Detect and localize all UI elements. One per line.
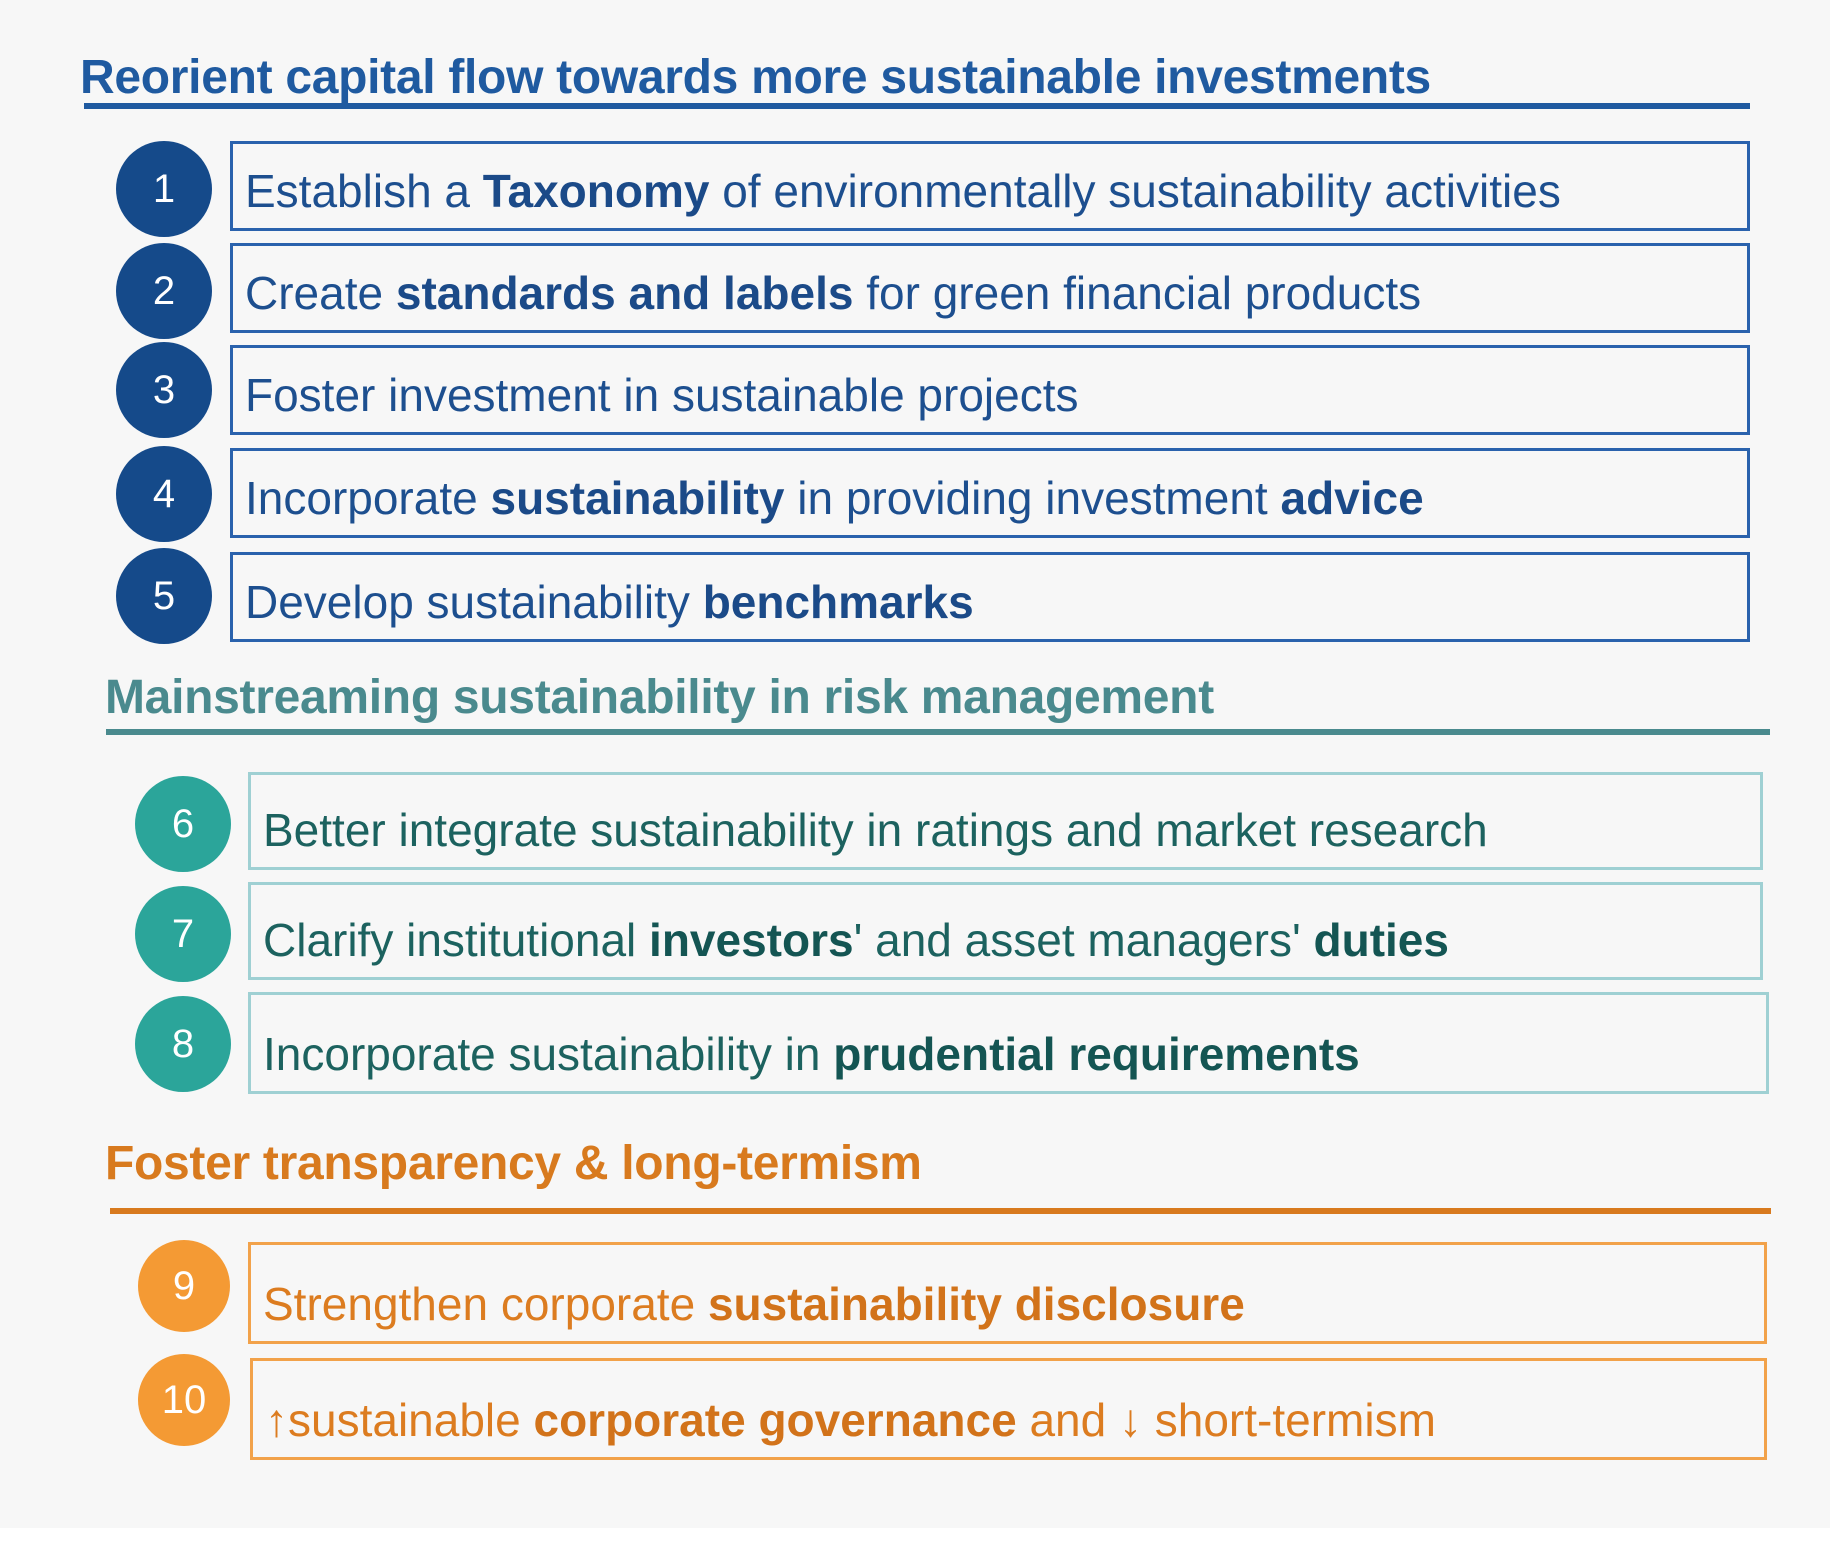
- action-item-box: Foster investment in sustainable project…: [230, 345, 1750, 435]
- action-item-text: ↑sustainable corporate governance and ↓ …: [265, 1393, 1436, 1447]
- emphasis-text: prudential requirements: [833, 1028, 1360, 1080]
- section-heading: Mainstreaming sustainability in risk man…: [105, 671, 1214, 724]
- item-number-badge: 7: [135, 886, 231, 982]
- action-item-box: Create standards and labels for green fi…: [230, 243, 1750, 333]
- section-heading: Foster transparency & long-termism: [105, 1137, 922, 1190]
- item-number-badge: 2: [116, 243, 212, 339]
- action-item-text: Develop sustainability benchmarks: [245, 575, 974, 629]
- plain-text: Better integrate sustainability in ratin…: [263, 804, 1488, 856]
- plain-text: Establish a: [245, 165, 483, 217]
- plain-text: Incorporate: [245, 472, 491, 524]
- plain-text: Develop sustainability: [245, 576, 703, 628]
- plain-text: ' and asset managers': [853, 914, 1314, 966]
- action-item-box: Strengthen corporate sustainability disc…: [248, 1242, 1767, 1344]
- plain-text: ↑sustainable: [265, 1394, 534, 1446]
- action-item-box: Clarify institutional investors' and ass…: [248, 882, 1763, 980]
- plain-text: Incorporate sustainability in: [263, 1028, 834, 1080]
- section-underline: [84, 103, 1750, 109]
- plain-text: Foster investment in sustainable project…: [245, 369, 1079, 421]
- action-item-text: Establish a Taxonomy of environmentally …: [245, 164, 1561, 218]
- plain-text: in providing investment: [784, 472, 1281, 524]
- action-item-box: ↑sustainable corporate governance and ↓ …: [250, 1358, 1767, 1460]
- action-item-text: Clarify institutional investors' and ass…: [263, 913, 1449, 967]
- action-item-box: Establish a Taxonomy of environmentally …: [230, 141, 1750, 231]
- plain-text: Strengthen corporate: [263, 1278, 708, 1330]
- emphasis-text: investors: [649, 914, 854, 966]
- plain-text: Clarify institutional: [263, 914, 650, 966]
- emphasis-text: sustainability disclosure: [707, 1278, 1245, 1330]
- emphasis-text: standards and labels: [395, 267, 854, 319]
- emphasis-text: sustainability: [490, 472, 785, 524]
- plain-text: and ↓ short-termism: [1016, 1394, 1436, 1446]
- action-item-text: Strengthen corporate sustainability disc…: [263, 1277, 1245, 1331]
- action-item-box: Incorporate sustainability in providing …: [230, 448, 1750, 538]
- emphasis-text: corporate governance: [533, 1394, 1017, 1446]
- action-item-box: Develop sustainability benchmarks: [230, 552, 1750, 642]
- plain-text: for green financial products: [853, 267, 1422, 319]
- item-number-badge: 8: [135, 996, 231, 1092]
- action-item-box: Incorporate sustainability in prudential…: [248, 992, 1769, 1094]
- emphasis-text: Taxonomy: [482, 165, 710, 217]
- action-item-text: Better integrate sustainability in ratin…: [263, 803, 1488, 857]
- section-underline: [106, 729, 1770, 735]
- item-number-badge: 6: [135, 776, 231, 872]
- section-underline: [110, 1208, 1771, 1214]
- action-item-text: Incorporate sustainability in prudential…: [263, 1027, 1360, 1081]
- action-item-text: Foster investment in sustainable project…: [245, 368, 1079, 422]
- plain-text: of environmentally sustainability activi…: [709, 165, 1561, 217]
- item-number-badge: 1: [116, 141, 212, 237]
- emphasis-text: duties: [1313, 914, 1449, 966]
- action-item-text: Create standards and labels for green fi…: [245, 266, 1421, 320]
- action-item-box: Better integrate sustainability in ratin…: [248, 772, 1763, 870]
- item-number-badge: 3: [116, 342, 212, 438]
- emphasis-text: advice: [1280, 472, 1424, 524]
- item-number-badge: 5: [116, 548, 212, 644]
- item-number-badge: 9: [138, 1240, 230, 1332]
- action-item-text: Incorporate sustainability in providing …: [245, 471, 1424, 525]
- plain-text: Create: [245, 267, 396, 319]
- section-heading: Reorient capital flow towards more susta…: [80, 51, 1431, 104]
- item-number-badge: 10: [138, 1354, 230, 1446]
- emphasis-text: benchmarks: [702, 576, 974, 628]
- item-number-badge: 4: [116, 446, 212, 542]
